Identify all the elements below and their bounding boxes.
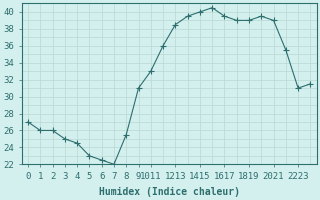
X-axis label: Humidex (Indice chaleur): Humidex (Indice chaleur): [99, 186, 240, 197]
